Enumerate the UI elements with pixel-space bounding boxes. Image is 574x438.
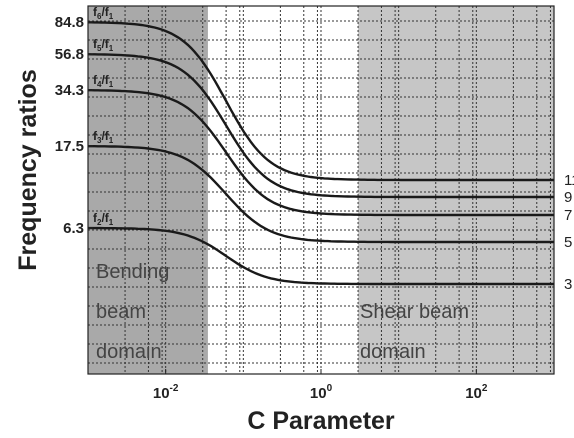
series-label-part: f — [105, 73, 110, 87]
series-label-part: 2 — [97, 218, 102, 227]
shear-domain-label: Shear beam — [360, 301, 469, 323]
grid — [88, 6, 554, 374]
series-label-6: f6/f1 — [93, 5, 114, 21]
series-label-2: f2/f1 — [93, 211, 114, 227]
series-label-part: f — [93, 37, 98, 51]
series-label-part: f — [93, 211, 98, 225]
series-label-part: 3 — [97, 136, 102, 145]
x-axis-title: C Parameter — [247, 407, 395, 435]
series-end-label-6: 11 — [564, 172, 574, 189]
shear-domain-label: domain — [360, 341, 426, 363]
x-tick-label: 10-2 — [153, 383, 179, 402]
bending-domain-label: domain — [96, 341, 162, 363]
series-label-part: f — [105, 37, 110, 51]
series-label-part: / — [101, 5, 105, 19]
series-label-part: 6 — [97, 12, 102, 21]
series-label-part: / — [101, 211, 105, 225]
series-line-3 — [88, 145, 554, 244]
y-tick-label: 56.8 — [55, 46, 84, 63]
series-label-part: 1 — [109, 80, 114, 89]
series-line-5 — [87, 53, 554, 199]
series-label-part: 4 — [97, 80, 102, 89]
series-label-part: 5 — [97, 44, 102, 53]
x-tick-exponent: -2 — [170, 383, 179, 394]
series-line-6 — [88, 21, 554, 182]
y-tick-label: 17.5 — [55, 138, 84, 155]
series-label-part: 1 — [109, 44, 114, 53]
x-tick-base: 10 — [153, 385, 170, 402]
y-tick-label: 84.8 — [55, 14, 84, 31]
x-tick-base: 10 — [465, 385, 482, 402]
bending-domain-label: Bending — [96, 261, 169, 283]
plot-frame — [87, 5, 555, 375]
series-label-part: f — [93, 129, 98, 143]
bending-domain-label: beam — [96, 301, 146, 323]
x-tick-exponent: 2 — [482, 383, 488, 394]
y-tick-label: 6.3 — [63, 220, 84, 237]
series-end-label-2: 3 — [564, 276, 572, 293]
series-label-part: f — [105, 211, 110, 225]
y-axis-title: Frequency ratios — [14, 69, 42, 270]
x-tick-label: 100 — [310, 383, 333, 402]
series-label-4: f4/f1 — [93, 73, 114, 89]
series-end-label-3: 5 — [564, 234, 572, 251]
series-label-part: f — [93, 73, 98, 87]
x-tick-exponent: 0 — [327, 383, 333, 394]
series-end-label-4: 7 — [564, 207, 572, 224]
series-label-part: / — [101, 37, 105, 51]
series-label-part: 1 — [109, 12, 114, 21]
x-tick-label: 102 — [465, 383, 488, 402]
series-label-part: / — [101, 129, 105, 143]
shear-region — [358, 6, 554, 374]
series-label-part: f — [105, 129, 110, 143]
series-end-label-5: 9 — [564, 189, 572, 206]
series-lines — [87, 21, 554, 286]
series-label-part: 1 — [109, 218, 114, 227]
labels: 84.856.834.317.56.310-2 100 102f6/f1f5/f1f… — [55, 5, 574, 402]
x-tick-base: 10 — [310, 385, 327, 402]
series-label-part: / — [101, 73, 105, 87]
series-label-part: f — [93, 5, 98, 19]
series-line-4 — [88, 89, 554, 217]
y-tick-label: 34.3 — [55, 82, 84, 99]
series-label-5: f5/f1 — [93, 37, 114, 53]
series-line-2 — [88, 226, 554, 286]
series-label-3: f3/f1 — [93, 129, 114, 145]
series-label-part: 1 — [109, 136, 114, 145]
series-label-part: f — [105, 5, 110, 19]
